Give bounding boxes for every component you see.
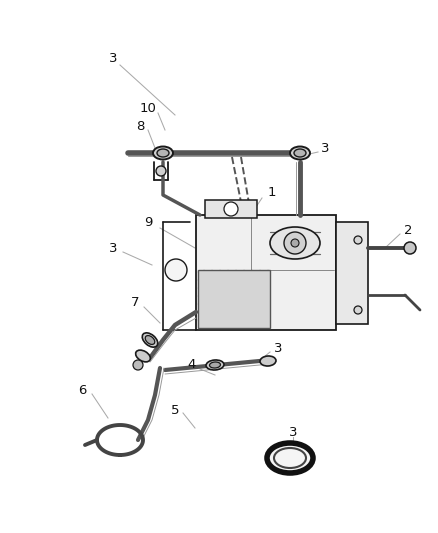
Ellipse shape bbox=[206, 360, 224, 370]
Text: 7: 7 bbox=[131, 295, 139, 309]
Circle shape bbox=[284, 232, 306, 254]
Ellipse shape bbox=[145, 336, 155, 344]
Ellipse shape bbox=[153, 147, 173, 159]
Ellipse shape bbox=[270, 227, 320, 259]
Circle shape bbox=[224, 202, 238, 216]
Ellipse shape bbox=[267, 443, 313, 473]
Ellipse shape bbox=[274, 448, 306, 468]
Bar bbox=[336, 222, 368, 324]
Text: 3: 3 bbox=[109, 241, 117, 254]
Text: 3: 3 bbox=[274, 342, 282, 354]
Circle shape bbox=[354, 236, 362, 244]
Circle shape bbox=[291, 239, 299, 247]
Ellipse shape bbox=[290, 147, 310, 159]
Text: 2: 2 bbox=[404, 223, 412, 237]
Bar bbox=[198, 270, 270, 328]
Ellipse shape bbox=[142, 333, 158, 347]
Text: 9: 9 bbox=[144, 216, 152, 230]
Circle shape bbox=[156, 166, 166, 176]
Text: 3: 3 bbox=[109, 52, 117, 64]
Ellipse shape bbox=[260, 356, 276, 366]
Text: 4: 4 bbox=[188, 359, 196, 372]
Ellipse shape bbox=[136, 350, 150, 362]
Circle shape bbox=[354, 306, 362, 314]
Circle shape bbox=[133, 360, 143, 370]
Text: 1: 1 bbox=[268, 187, 276, 199]
Text: 5: 5 bbox=[171, 403, 179, 416]
Circle shape bbox=[165, 259, 187, 281]
Ellipse shape bbox=[157, 149, 169, 157]
Bar bbox=[205, 200, 257, 218]
Text: 10: 10 bbox=[140, 101, 156, 115]
Ellipse shape bbox=[294, 149, 306, 157]
Text: 6: 6 bbox=[78, 384, 86, 397]
Text: 3: 3 bbox=[289, 425, 297, 439]
Bar bbox=[196, 215, 336, 330]
Ellipse shape bbox=[209, 362, 220, 368]
Bar bbox=[198, 270, 270, 328]
Circle shape bbox=[404, 242, 416, 254]
Text: 8: 8 bbox=[136, 119, 144, 133]
Text: 3: 3 bbox=[321, 141, 329, 155]
